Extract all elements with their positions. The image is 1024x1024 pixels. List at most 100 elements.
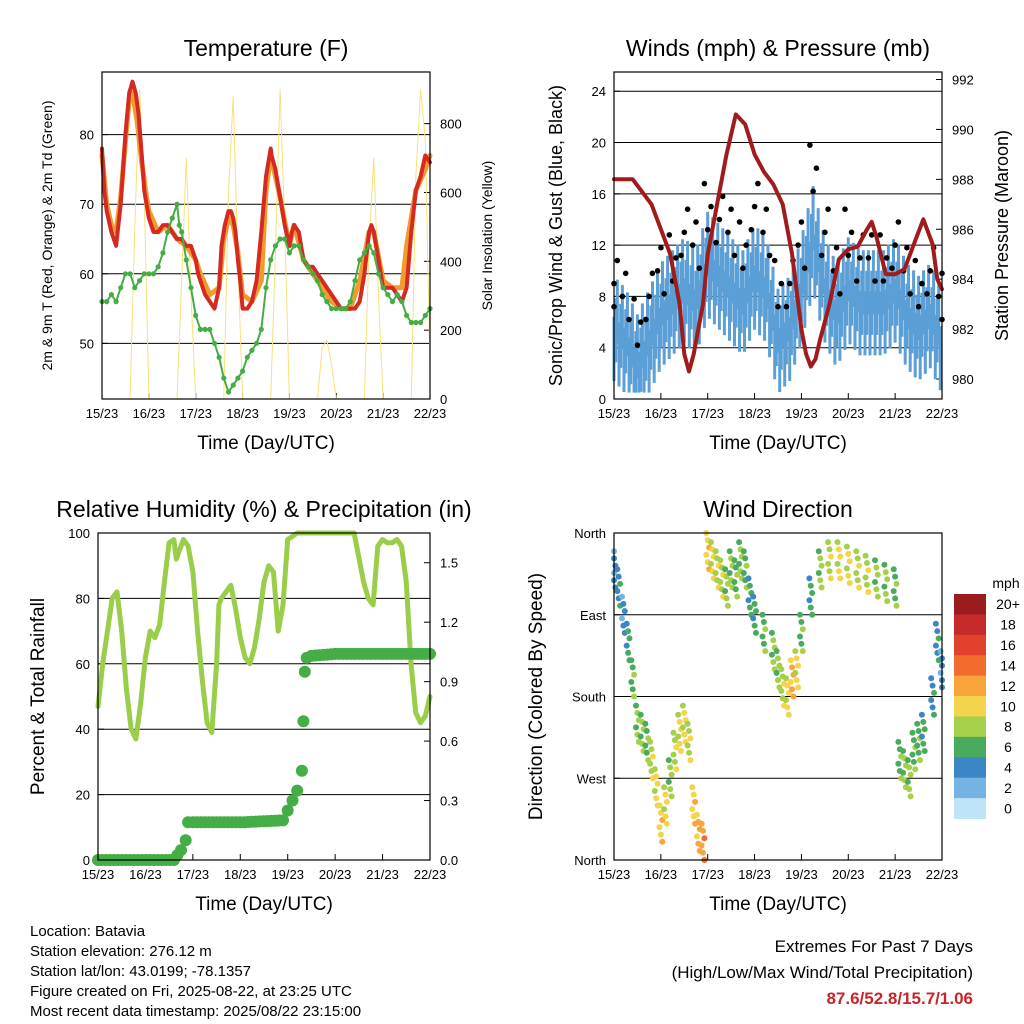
direction-point	[684, 742, 691, 749]
direction-point	[663, 798, 670, 805]
direction-point	[693, 833, 700, 840]
y-tick-label: 20	[76, 788, 90, 803]
direction-point	[775, 655, 781, 662]
direction-point	[675, 733, 682, 740]
direction-point	[900, 769, 907, 776]
colorbar-swatch	[954, 716, 986, 738]
direction-point	[760, 619, 767, 625]
gust-point	[736, 219, 743, 225]
direction-point	[631, 671, 638, 678]
dewpoint-line	[101, 203, 431, 393]
gust-point	[778, 280, 785, 287]
direction-point	[753, 608, 759, 615]
direction-point	[917, 757, 923, 764]
direction-point	[626, 635, 633, 642]
direction-point	[649, 753, 656, 760]
y2-tick-label: 0.6	[440, 734, 458, 749]
colorbar-swatch	[954, 655, 986, 677]
wind-direction-panel: Wind DirectionNorthEastSouthWestNorth15/…	[526, 496, 958, 915]
gust-point	[872, 278, 878, 284]
direction-point	[929, 704, 936, 711]
direction-point	[818, 562, 825, 569]
direction-point	[619, 593, 625, 600]
gust-point	[904, 244, 910, 251]
direction-point	[915, 749, 922, 756]
direction-point	[778, 688, 785, 694]
x-tick-label: 15/23	[82, 867, 115, 882]
direction-point	[864, 581, 870, 588]
rainfall-point	[277, 814, 289, 827]
y2-tick-label: 0.9	[440, 675, 458, 690]
direction-point	[724, 602, 731, 609]
direction-point	[895, 760, 902, 767]
gust-point	[775, 303, 781, 310]
y2-axis-label: Station Pressure (Maroon)	[992, 130, 1012, 341]
direction-point	[722, 588, 729, 595]
x-tick-label: 22/23	[926, 867, 959, 882]
direction-point	[787, 679, 794, 685]
gust-point	[880, 278, 887, 284]
direction-point	[825, 539, 832, 546]
pressure-line	[612, 112, 944, 374]
direction-point	[701, 835, 708, 842]
x-tick-label: 21/23	[367, 406, 400, 421]
direction-point	[717, 557, 724, 564]
gust-point	[919, 280, 925, 287]
direction-point	[806, 575, 813, 582]
direction-point	[890, 588, 897, 595]
direction-point	[740, 570, 747, 576]
direction-point	[773, 648, 780, 655]
direction-point	[751, 600, 758, 607]
x-tick-label: 20/23	[320, 406, 353, 421]
direction-point	[815, 548, 822, 555]
x-tick-label: 20/23	[319, 867, 352, 882]
gust-point	[619, 293, 626, 300]
direction-point	[686, 728, 692, 734]
y-tick-label: 60	[76, 657, 90, 672]
direction-point	[773, 669, 780, 676]
y2-tick-label: 1.5	[440, 556, 458, 571]
plot-frame	[97, 532, 431, 861]
direction-point	[787, 657, 794, 664]
direction-point	[882, 590, 889, 597]
direction-point	[915, 728, 922, 734]
direction-point	[723, 595, 730, 602]
x-axis-label: Time (Day/UTC)	[709, 894, 847, 915]
direction-point	[909, 751, 916, 758]
gust-point	[877, 232, 883, 238]
direction-point	[740, 548, 747, 555]
gust-point	[771, 257, 778, 264]
gust-point	[810, 188, 816, 195]
direction-point	[768, 651, 775, 658]
x-tick-label: 20/23	[832, 867, 865, 882]
direction-point	[775, 677, 781, 684]
x-tick-label: 18/23	[226, 406, 259, 421]
x-tick-label: 21/23	[879, 867, 912, 882]
direction-point	[690, 791, 697, 798]
gust-point	[853, 278, 860, 284]
direction-point	[872, 579, 878, 585]
x-tick-label: 18/23	[738, 406, 771, 421]
gust-point	[716, 216, 723, 223]
y2-axis-label: Solar Insolation (Yellow)	[479, 161, 495, 311]
direction-point	[736, 539, 743, 546]
direction-point	[798, 640, 805, 647]
y-tick-label: 50	[80, 336, 94, 351]
direction-point	[809, 590, 816, 596]
direction-point	[643, 749, 650, 756]
direction-point	[670, 751, 677, 758]
direction-point	[920, 740, 927, 747]
direction-point	[700, 849, 706, 856]
gust-point	[915, 303, 922, 310]
station-latlon: Station lat/lon: 43.0199; -78.1357	[30, 963, 252, 980]
plot-frame	[101, 71, 431, 400]
direction-point	[653, 773, 660, 780]
direction-point	[615, 573, 622, 580]
direction-point	[827, 553, 834, 560]
y-tick-label: 80	[76, 591, 90, 606]
rainfall-point	[295, 764, 308, 777]
y2-tick-label: 980	[952, 372, 974, 387]
direction-point	[834, 539, 841, 546]
direction-point	[678, 748, 684, 754]
gust-point	[626, 316, 632, 323]
